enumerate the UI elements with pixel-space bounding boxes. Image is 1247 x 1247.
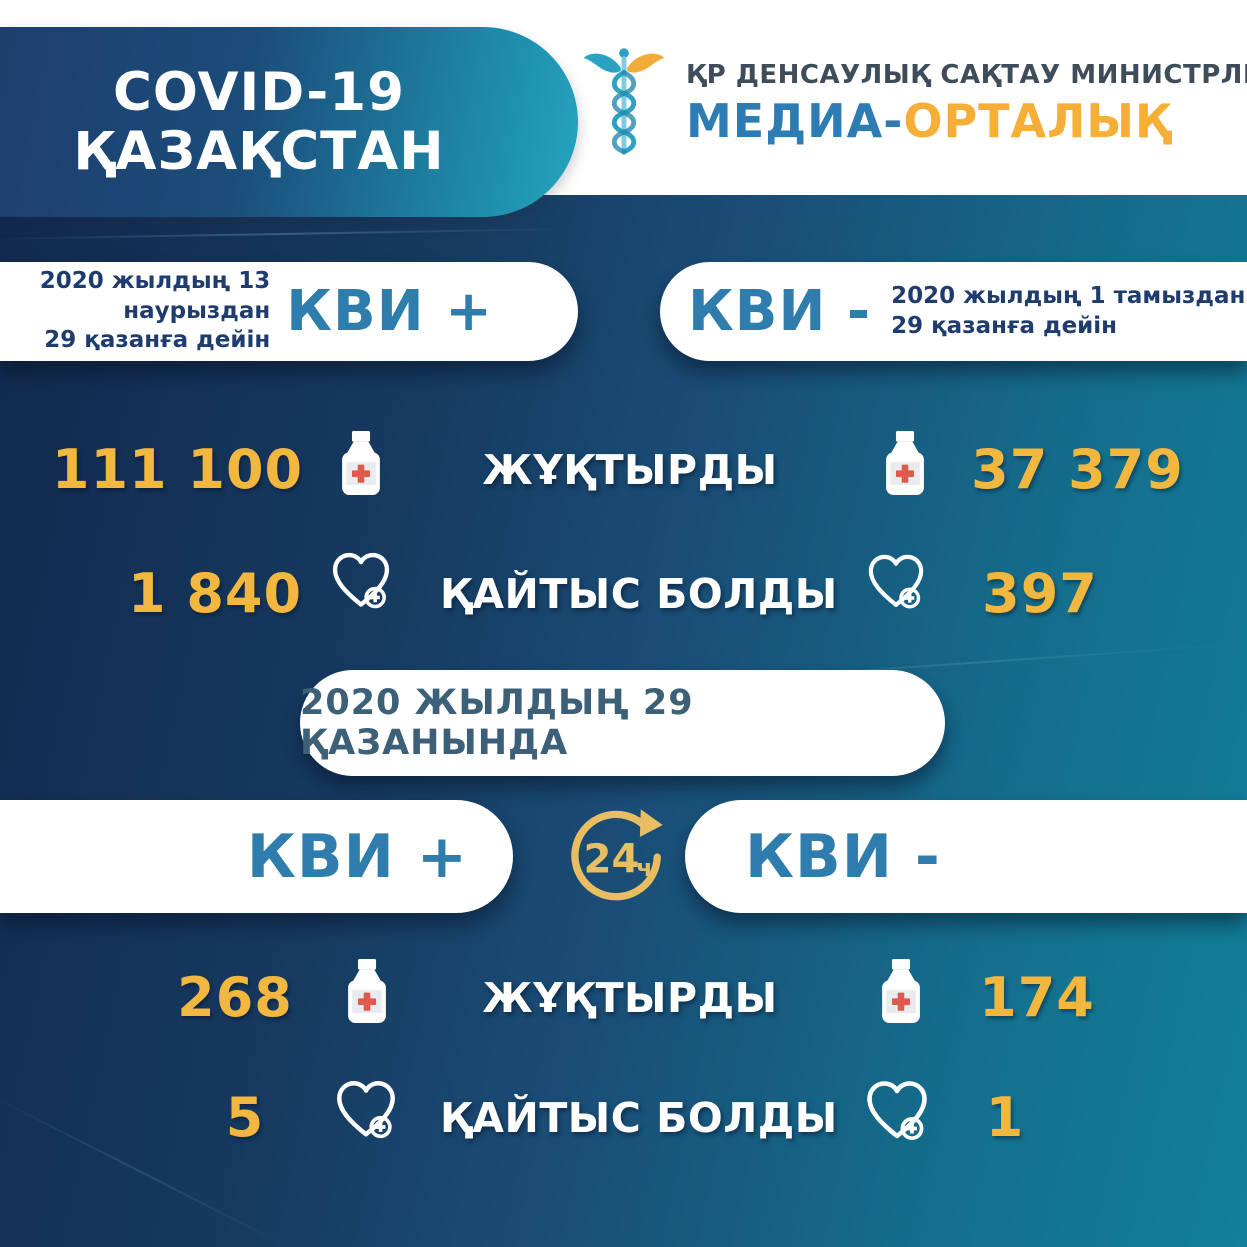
covid-title-badge: COVID-19 ҚАЗАҚСТАН [0, 27, 578, 217]
media-center-title: МЕДИА-ОРТАЛЫҚ [686, 94, 1247, 148]
24h-value: 24 [583, 837, 639, 883]
daily-pill-kvi-plus: КВИ + [0, 800, 513, 913]
stat-died-kvi-plus: 1 840 [127, 562, 303, 625]
period-pill-kvi-plus: 2020 жылдың 13 наурыздан 29 қазанға дейі… [0, 262, 578, 361]
24h-unit: ч [636, 854, 652, 882]
daily-died-kvi-minus: 1 [985, 1086, 1025, 1149]
period-date-line1: 2020 жылдың 1 тамыздан [891, 282, 1246, 309]
24h-cycle-icon: 24 ч [571, 809, 663, 901]
daily-kvi-plus-title: КВИ + [246, 821, 468, 892]
heart-plus-icon [337, 1081, 395, 1139]
period-date-line2: 29 қазанға дейін [891, 312, 1118, 339]
ministry-name: ҚР ДЕНСАУЛЫҚ САҚТАУ МИНИСТРЛІГІ [686, 60, 1247, 90]
medicine-bottle-icon [886, 430, 924, 496]
media-center-prefix: МЕДИА- [686, 94, 904, 148]
ministry-logo-text: ҚР ДЕНСАУЛЫҚ САҚТАУ МИНИСТРЛІГІ МЕДИА-ОР… [686, 60, 1247, 148]
heart-plus-icon [332, 552, 390, 609]
daily-kvi-minus-title: КВИ - [745, 821, 941, 892]
daily-died-kvi-plus: 5 [225, 1086, 265, 1149]
period-date-line2: 29 қазанға дейін [44, 327, 271, 354]
caduceus-icon [583, 48, 665, 155]
badge-title-line2: ҚАЗАҚСТАН [73, 121, 445, 182]
heart-plus-icon [868, 554, 924, 609]
stat-infected-kvi-minus: 37 379 [971, 438, 1184, 501]
daily-infected-kvi-minus: 174 [979, 966, 1095, 1029]
medicine-bottle-icon [342, 430, 380, 496]
medicine-bottle-icon [348, 958, 386, 1024]
kvi-minus-title: КВИ - [688, 279, 872, 344]
daily-infected-kvi-plus: 268 [177, 966, 293, 1029]
daily-infected-label: ЖҰҚТЫРДЫ [482, 974, 778, 1022]
kvi-plus-title: КВИ + [286, 279, 493, 344]
daily-pill-kvi-minus: КВИ - [685, 800, 1247, 913]
heart-plus-icon [867, 1081, 927, 1140]
stat-died-kvi-minus: 397 [982, 562, 1098, 625]
period-date-line1: 2020 жылдың 13 наурыздан [39, 267, 271, 324]
badge-title-line1: COVID-19 [113, 61, 405, 123]
infected-label: ЖҰҚТЫРДЫ [482, 446, 778, 494]
period-dates-kvi-minus: 2020 жылдың 1 тамыздан 29 қазанға дейін [891, 282, 1245, 342]
period-dates-kvi-plus: 2020 жылдың 13 наурыздан 29 қазанға дейі… [0, 267, 271, 357]
media-center-suffix: ОРТАЛЫҚ [903, 94, 1172, 148]
period-pill-kvi-minus: КВИ - 2020 жылдың 1 тамыздан 29 қазанға … [660, 262, 1247, 361]
ministry-logo: ҚР ДЕНСАУЛЫҚ САҚТАУ МИНИСТРЛІГІ МЕДИА-ОР… [582, 38, 1247, 170]
daily-date-pill: 2020 ЖЫЛДЫҢ 29 ҚАЗАНЫНДА [300, 670, 945, 776]
stat-infected-kvi-plus: 111 100 [51, 438, 304, 501]
died-label: ҚАЙТЫС БОЛДЫ [440, 570, 838, 618]
daily-died-label: ҚАЙТЫС БОЛДЫ [440, 1094, 838, 1142]
medicine-bottle-icon [882, 958, 920, 1024]
daily-date-title: 2020 ЖЫЛДЫҢ 29 ҚАЗАНЫНДА [300, 683, 694, 763]
